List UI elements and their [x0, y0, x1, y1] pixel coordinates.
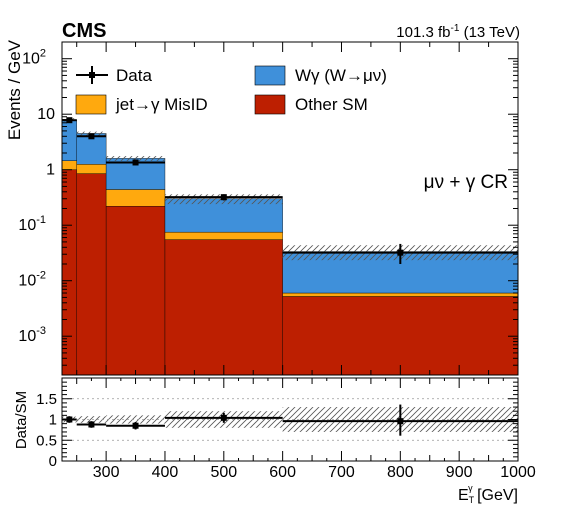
x-tick-label-7: 1000: [500, 464, 536, 481]
bar-wgamma-3: [164, 198, 283, 233]
ratio-y-tick-label-3: 1.5: [36, 391, 57, 408]
x-axis-label-sup: γ: [468, 483, 473, 493]
bar-other-2: [105, 206, 166, 376]
ratio-panel: 0 0.5 1 1.5 300 400 500 600 700 800 900 1000 Data/…: [13, 377, 536, 505]
lumi-value: 101.3 fb: [396, 24, 450, 41]
main-y-tick-label-1: 10-2: [18, 270, 46, 290]
x-axis-label: ETγ [GeV]: [458, 483, 518, 505]
lumi-exponent: -1: [451, 23, 460, 34]
tick-exponent: -3: [36, 325, 46, 337]
tick-exponent: -1: [36, 214, 46, 226]
bar-misid-1: [76, 164, 107, 174]
main-y-tick-label-2: 10-1: [18, 214, 46, 234]
lumi-energy: (13 TeV): [459, 24, 520, 41]
ratio-gridlines: [62, 398, 518, 441]
lumi-label: 101.3 fb-1 (13 TeV): [396, 23, 520, 41]
region-label: μν + γ CR: [424, 172, 508, 193]
bar-other-0: [61, 169, 77, 376]
x-tick-label-2: 500: [210, 464, 237, 481]
ratio-point-2: [132, 422, 139, 429]
ratio-y-tick-label-2: 1: [49, 412, 57, 429]
tick-base: 10: [22, 51, 40, 68]
bar-other-4: [282, 296, 519, 376]
tick-base: 10: [18, 328, 36, 345]
x-tick-label-5: 800: [387, 464, 414, 481]
tick-base: 10: [18, 273, 36, 290]
data-point-4: [397, 249, 404, 256]
x-tick-label-1: 400: [152, 464, 179, 481]
bar-misid-2: [105, 189, 166, 207]
legend-label-other: Other SM: [295, 95, 368, 114]
ratio-y-ticks: 0 0.5 1 1.5: [36, 377, 518, 470]
legend-swatch-other: [254, 94, 286, 115]
bar-misid-0: [61, 160, 77, 170]
data-points: [62, 117, 518, 264]
x-tick-label-6: 900: [446, 464, 473, 481]
tick-base: 10: [37, 106, 55, 123]
ratio-point-4: [397, 418, 404, 425]
bar-misid-4: [282, 292, 519, 297]
ratio-uncertainty-2: [106, 415, 165, 424]
data-point-1: [88, 133, 95, 140]
ratio-y-axis-label: Data/SM: [13, 391, 30, 449]
main-y-tick-label-5: 102: [22, 48, 46, 68]
bar-misid-3: [164, 231, 283, 240]
x-axis-label-sub: T: [469, 495, 475, 505]
legend: Data Wγ (W→μν) jet→γ MisID Other SM: [75, 65, 387, 115]
ratio-uncertainty-band: [62, 407, 518, 432]
data-point-3: [220, 194, 227, 201]
legend-label-misid: jet→γ MisID: [115, 95, 208, 114]
legend-label-wgamma: Wγ (W→μν): [295, 66, 387, 85]
legend-label-data: Data: [116, 66, 152, 85]
x-tick-label-0: 300: [93, 464, 120, 481]
bar-other-3: [164, 239, 283, 376]
ratio-y-tick-label-1: 0.5: [36, 432, 57, 449]
main-y-tick-label-0: 10-3: [18, 325, 46, 345]
legend-data-marker: [89, 72, 95, 78]
bar-other-1: [76, 173, 107, 376]
data-point-0: [66, 117, 73, 124]
legend-swatch-wgamma: [254, 65, 286, 86]
main-x-ticks: [76, 42, 519, 375]
main-y-tick-label-3: 1: [46, 162, 55, 179]
x-axis-label-unit: [GeV]: [473, 487, 518, 504]
ratio-uncertainty-1: [76, 416, 107, 423]
x-axis-label-main: E: [458, 487, 469, 504]
total-uncertainty-2: [106, 156, 165, 161]
x-ticks: 300 400 500 600 700 800 900 1000: [76, 378, 536, 481]
tick-exponent: 2: [40, 48, 46, 60]
bar-wgamma-0: [61, 119, 77, 161]
tick-base: 1: [46, 162, 55, 179]
x-tick-label-4: 700: [328, 464, 355, 481]
x-tick-label-3: 600: [269, 464, 296, 481]
experiment-label: CMS: [62, 20, 106, 42]
legend-swatch-misid: [75, 94, 107, 115]
tick-base: 10: [18, 217, 36, 234]
ratio-point-3: [220, 414, 227, 421]
ratio-points: [62, 404, 518, 436]
data-point-2: [132, 159, 139, 166]
ratio-point-1: [88, 421, 95, 428]
tick-exponent: -2: [36, 270, 46, 282]
main-y-axis-label: Events / GeV: [5, 39, 24, 140]
main-y-tick-label-4: 10: [37, 106, 55, 123]
ratio-y-tick-label-0: 0: [49, 453, 57, 470]
